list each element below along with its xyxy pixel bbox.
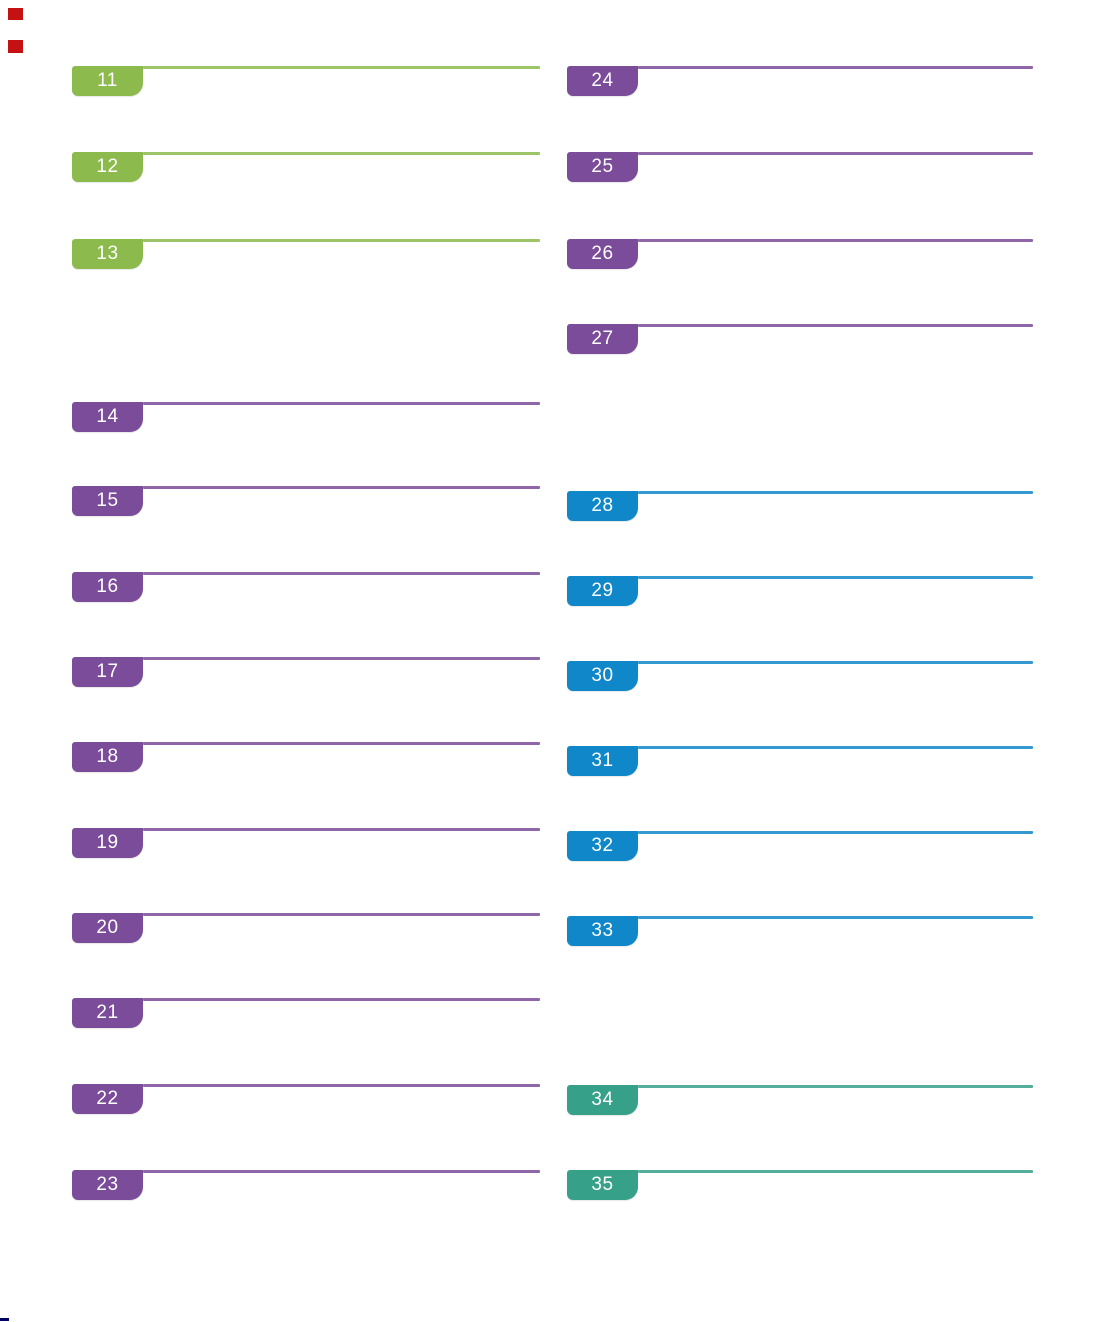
- section-tab-15[interactable]: 15: [72, 486, 143, 516]
- section-tab-11[interactable]: 11: [72, 66, 143, 96]
- red-mark-top-2: [8, 40, 23, 53]
- section-tab-30[interactable]: 30: [567, 661, 638, 691]
- section-tab-12[interactable]: 12: [72, 152, 143, 182]
- section-tab-27[interactable]: 27: [567, 324, 638, 354]
- section-tab-18[interactable]: 18: [72, 742, 143, 772]
- tab-rule-line: [143, 1170, 540, 1173]
- section-tab-20[interactable]: 20: [72, 913, 143, 943]
- section-tab-31[interactable]: 31: [567, 746, 638, 776]
- tab-rule-line: [143, 572, 540, 575]
- tab-rule-line: [638, 746, 1033, 749]
- section-tab-14[interactable]: 14: [72, 402, 143, 432]
- section-tab-28[interactable]: 28: [567, 491, 638, 521]
- tab-rule-line: [638, 491, 1033, 494]
- tab-rule-line: [143, 657, 540, 660]
- tab-rule-line: [143, 66, 540, 69]
- section-tab-29[interactable]: 29: [567, 576, 638, 606]
- section-tab-32[interactable]: 32: [567, 831, 638, 861]
- section-tab-35[interactable]: 35: [567, 1170, 638, 1200]
- tab-rule-line: [143, 486, 540, 489]
- section-tab-25[interactable]: 25: [567, 152, 638, 182]
- tab-rule-line: [143, 742, 540, 745]
- section-tab-21[interactable]: 21: [72, 998, 143, 1028]
- tab-rule-line: [638, 66, 1033, 69]
- tab-rule-line: [143, 239, 540, 242]
- tab-rule-line: [143, 913, 540, 916]
- red-mark-top-1: [8, 8, 23, 20]
- section-tab-34[interactable]: 34: [567, 1085, 638, 1115]
- tab-rule-line: [638, 576, 1033, 579]
- tab-rule-line: [638, 1170, 1033, 1173]
- tab-rule-line: [143, 402, 540, 405]
- tab-rule-line: [143, 152, 540, 155]
- section-tab-24[interactable]: 24: [567, 66, 638, 96]
- tab-rule-line: [638, 916, 1033, 919]
- tab-rule-line: [638, 324, 1033, 327]
- section-tab-17[interactable]: 17: [72, 657, 143, 687]
- tab-rule-line: [638, 239, 1033, 242]
- navy-tick-bottom: [0, 1318, 9, 1321]
- section-tab-16[interactable]: 16: [72, 572, 143, 602]
- tab-rule-line: [143, 998, 540, 1001]
- section-tab-19[interactable]: 19: [72, 828, 143, 858]
- tab-rule-line: [143, 1084, 540, 1087]
- section-tab-23[interactable]: 23: [72, 1170, 143, 1200]
- tab-rule-line: [638, 152, 1033, 155]
- section-tab-33[interactable]: 33: [567, 916, 638, 946]
- section-tab-13[interactable]: 13: [72, 239, 143, 269]
- tab-rule-line: [638, 661, 1033, 664]
- tab-rule-line: [638, 1085, 1033, 1088]
- tab-rule-line: [143, 828, 540, 831]
- section-tab-26[interactable]: 26: [567, 239, 638, 269]
- tab-rule-line: [638, 831, 1033, 834]
- section-tab-22[interactable]: 22: [72, 1084, 143, 1114]
